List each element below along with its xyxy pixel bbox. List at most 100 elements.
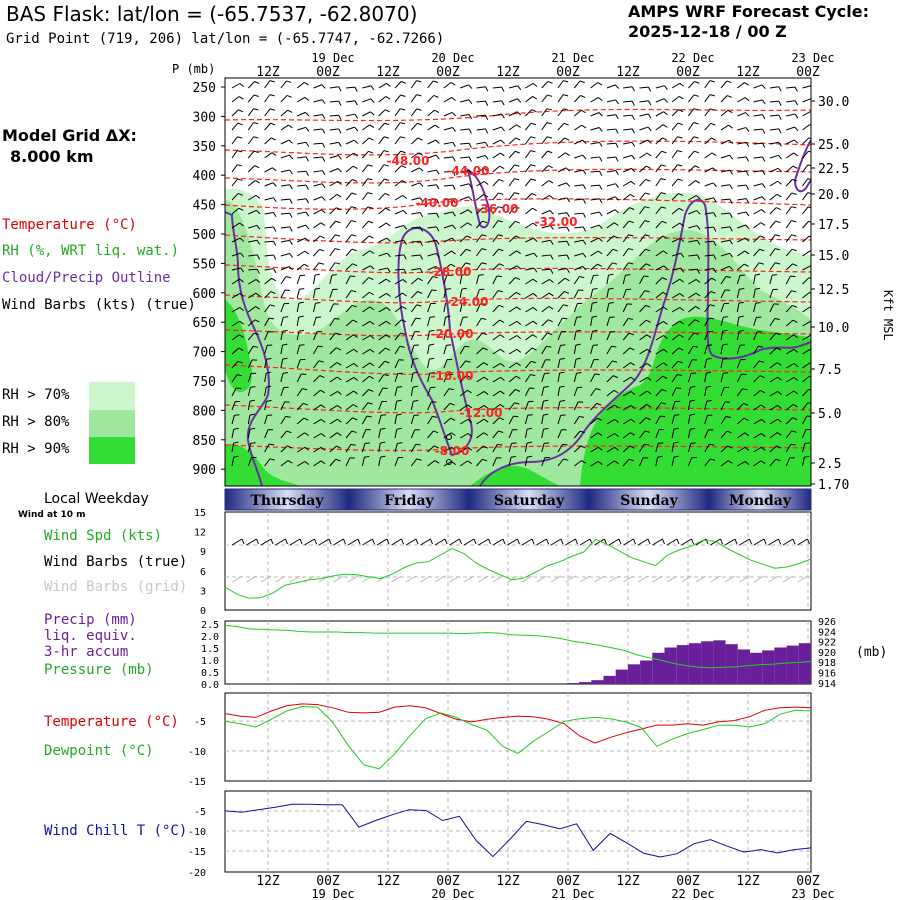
wind-barb [639, 113, 649, 117]
wind-barb [573, 460, 582, 467]
wind-barb [606, 222, 615, 229]
wind-barb-flag [515, 291, 521, 296]
wind-barb-flag [337, 181, 342, 185]
wind-barb-flag [661, 220, 667, 224]
wind-barb [590, 461, 599, 467]
wind-barb [378, 457, 381, 467]
wind-barb-flag [744, 82, 749, 86]
wind-barb-flag [695, 279, 701, 283]
wind-barb-flag [631, 155, 636, 160]
wind-barb-flag [706, 371, 712, 374]
wind-barb-flag [338, 100, 342, 106]
wind-barb [443, 184, 453, 187]
wind-barb [394, 306, 403, 313]
wind-barb-flag [500, 363, 505, 368]
surface-wind-barb-flag [618, 538, 622, 545]
wind-barb [590, 303, 593, 313]
wind-barb-flag [660, 192, 666, 195]
wind-barb-flag [563, 122, 569, 126]
wind-barb [639, 376, 648, 383]
wind-barb [378, 252, 388, 257]
wind-barb [786, 126, 795, 131]
wind-barb-flag [550, 240, 554, 245]
wind-barb [574, 239, 584, 243]
wind-barb-flag [415, 443, 421, 446]
wind-barb [492, 290, 499, 299]
pressure-tick-label: 900 [193, 463, 216, 478]
wind-barb [394, 429, 398, 439]
wind-barb-flag [305, 184, 309, 190]
grid-wind-barb [507, 575, 518, 583]
wind-barb [688, 210, 697, 215]
wind-barb-flag [268, 317, 275, 320]
wind-barb [704, 345, 708, 355]
wind-barb-flag [738, 315, 744, 318]
wind-barb [655, 178, 662, 187]
wind-barb-flag [712, 182, 717, 187]
wind-barb [655, 220, 663, 229]
wind-barb [541, 373, 545, 383]
wind-barb [573, 416, 580, 425]
wind-barb-flag [484, 155, 489, 160]
wind-barb [736, 275, 741, 285]
wind-barb [476, 128, 486, 131]
wind-barb [492, 417, 500, 425]
wind-barb [606, 235, 614, 243]
wind-barb-flag [662, 375, 668, 380]
wind-barb-flag [397, 386, 403, 388]
wind-barb [704, 254, 714, 257]
bottom-date-label: 19 Dec [311, 887, 354, 900]
wind-barb-flag [369, 362, 375, 367]
wind-barb-flag [696, 254, 701, 260]
wind-barb-flag [692, 345, 699, 348]
wind-barbs-grid [231, 575, 808, 583]
surface-wind-barb [492, 538, 504, 546]
wind-barb [410, 94, 417, 103]
precip-bar [762, 650, 775, 684]
wind-barb-flag [745, 211, 750, 217]
wind-barb [802, 265, 811, 271]
wind-barb [313, 183, 323, 187]
wind-barb [590, 141, 600, 145]
wind-barb [704, 304, 711, 313]
wind-barb-flag [451, 250, 456, 255]
wind-barb [492, 430, 499, 439]
wind-barb [362, 85, 372, 89]
wind-barb-flag [386, 307, 391, 311]
wind-barb [280, 239, 290, 243]
wind-barb-flag [776, 347, 782, 351]
wind-barb-flag [402, 195, 407, 199]
wind-barb-flag [530, 374, 536, 377]
wind-barb [606, 317, 611, 327]
wind-grid [225, 512, 811, 610]
wind-barb-flag [579, 276, 585, 279]
wind-barb [427, 169, 437, 173]
wind-barb-flag [761, 196, 766, 201]
wind-barb [313, 128, 323, 131]
bottom-date-label: 20 Dec [431, 887, 474, 900]
wind-barb [247, 443, 252, 453]
wind-barb [655, 415, 661, 425]
wind-barb-flag [559, 371, 565, 374]
wind-barb [459, 375, 467, 383]
wind-barb-flag [677, 150, 683, 153]
wind-barb-flag [513, 415, 519, 418]
wind-barb-flag [546, 345, 552, 348]
wind-barb [655, 443, 659, 453]
wind-barb [574, 169, 584, 173]
wind-barb-flag [559, 357, 565, 360]
precip-bar [774, 647, 787, 684]
wind-barb [247, 415, 251, 425]
wind-barb [786, 100, 796, 103]
wind-barb-flag [566, 182, 571, 187]
wind-barb-flag [498, 248, 504, 252]
surface-wind-barb [449, 538, 460, 546]
wind-barb-flag [419, 197, 424, 203]
wind-barb-flag [273, 226, 277, 232]
wind-barb [427, 109, 435, 117]
wind-barb-flag [413, 399, 419, 402]
wind-barb [720, 416, 727, 425]
wind-barb [459, 262, 467, 271]
wind-barb [802, 192, 809, 201]
wind-barb-flag [499, 263, 505, 267]
